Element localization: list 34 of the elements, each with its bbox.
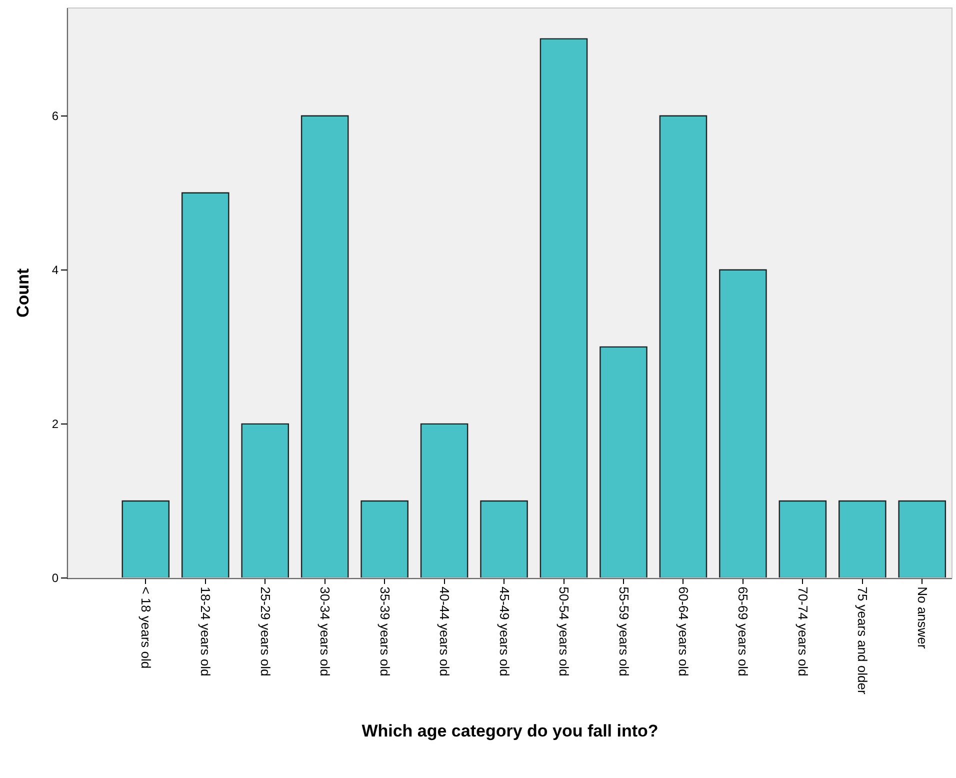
y-tick-label: 6 — [52, 109, 59, 124]
bar — [600, 346, 648, 578]
bar — [480, 500, 528, 578]
y-axis-title: Count — [13, 268, 32, 318]
x-tick-label: 40-44 years old — [437, 586, 452, 676]
x-axis-title: Which age category do you fall into? — [362, 721, 658, 740]
y-tick-label: 4 — [52, 263, 59, 278]
x-tick-label: 75 years and older — [855, 586, 870, 695]
x-tick-label: 35-39 years old — [377, 586, 392, 676]
bar — [898, 500, 946, 578]
x-tick-label: 30-34 years old — [318, 586, 333, 676]
bar — [540, 38, 588, 578]
x-tick-label: 45-49 years old — [496, 586, 512, 676]
x-tick-label: 70-74 years old — [795, 586, 810, 676]
bar — [420, 423, 468, 578]
x-tick-label: 25-29 years old — [258, 586, 273, 676]
x-tick-label: 50-54 years old — [556, 586, 572, 676]
bar — [719, 269, 767, 578]
bar — [300, 115, 349, 578]
y-tick-label: 0 — [52, 571, 59, 586]
x-tick-label: 18-24 years old — [198, 586, 214, 676]
bar — [181, 192, 230, 578]
bar — [122, 500, 170, 578]
x-tick-label: 55-59 years old — [616, 586, 632, 676]
x-tick-label: 60-64 years old — [676, 586, 691, 676]
bar — [360, 500, 408, 578]
y-tick-label: 2 — [52, 417, 59, 432]
bar — [659, 115, 708, 578]
bar — [778, 500, 827, 578]
bar — [838, 500, 886, 578]
x-tick-label: No answer — [914, 586, 930, 650]
x-tick-label: < 18 years old — [138, 586, 154, 669]
x-tick-label: 65-69 years old — [736, 586, 751, 676]
bar — [241, 423, 289, 578]
